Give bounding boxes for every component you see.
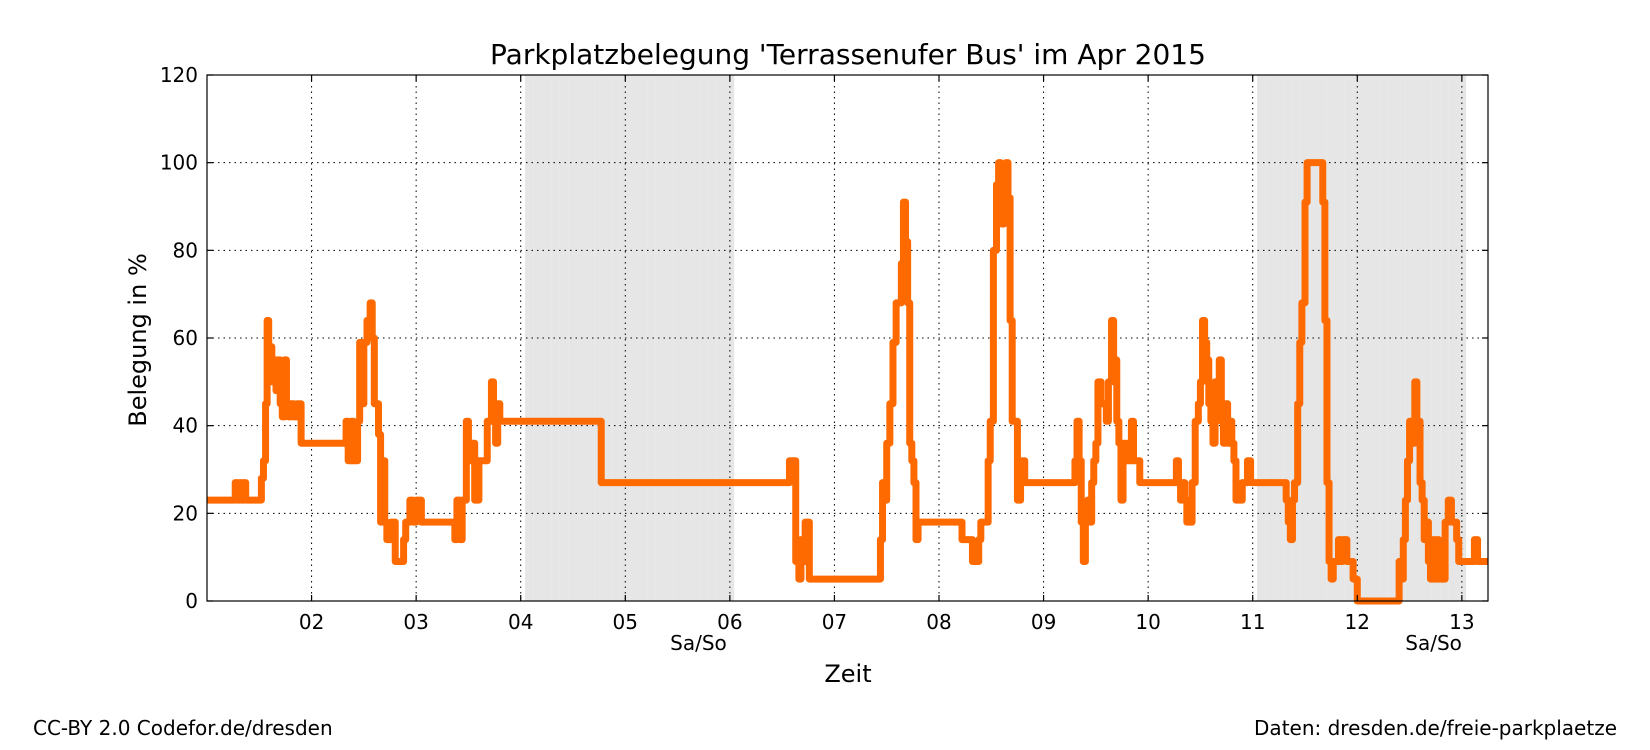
weekend-stripe — [690, 75, 700, 601]
weekend-stripe — [1257, 75, 1266, 601]
x-tick-label: 12 — [1345, 610, 1370, 634]
weekend-stripe — [1431, 75, 1441, 601]
x-tick-label: 09 — [1031, 610, 1056, 634]
weekend-stripe — [647, 75, 656, 601]
x-tick-label: 10 — [1135, 610, 1160, 634]
y-tick-label: 20 — [173, 501, 198, 525]
y-tick-label: 80 — [173, 238, 198, 262]
occupancy-series-line — [207, 159, 1488, 605]
weekend-stripe — [1405, 75, 1414, 601]
weekend-stripe — [708, 75, 717, 601]
x-tick-label: 13 — [1449, 610, 1474, 634]
data-source-credit: Daten: dresden.de/freie-parkplaetze — [1254, 716, 1617, 740]
weekend-stripe — [568, 75, 578, 601]
weekend-label: Sa/So — [670, 631, 727, 655]
weekend-stripe — [655, 75, 665, 601]
weekend-stripe — [612, 75, 621, 601]
weekend-stripe — [594, 75, 604, 601]
x-tick-label: 07 — [822, 610, 847, 634]
x-tick-label: 06 — [717, 610, 742, 634]
weekend-stripe — [629, 75, 639, 601]
license-credit: CC-BY 2.0 Codefor.de/dresden — [33, 716, 333, 740]
weekend-stripe — [542, 75, 552, 601]
series-layer — [207, 159, 1488, 605]
x-tick-label: 03 — [403, 610, 428, 634]
weekend-label: Sa/So — [1405, 631, 1462, 655]
x-tick-label: 11 — [1240, 610, 1265, 634]
x-tick-label: 08 — [926, 610, 951, 634]
weekend-stripe — [603, 75, 613, 601]
weekend-stripe — [664, 75, 674, 601]
weekend-stripe — [1370, 75, 1380, 601]
weekend-stripe — [1318, 75, 1327, 601]
weekend-stripe — [1387, 75, 1397, 601]
parking-occupancy-chart: 02 03 04 05 06 07 08 09 10 11 12 13 0 20 40 60 80 100 120… — [124, 38, 1489, 688]
y-axis: 0 20 40 60 80 100 120 — [160, 63, 1488, 613]
x-tick-label: 04 — [508, 610, 533, 634]
y-tick-label: 60 — [173, 326, 198, 350]
weekend-stripe — [1265, 75, 1275, 601]
weekend-stripe — [1344, 75, 1353, 601]
x-tick-label: 05 — [613, 610, 638, 634]
weekend-stripe — [525, 75, 534, 601]
weekend-stripe — [1379, 75, 1388, 601]
weekend-stripe — [1361, 75, 1371, 601]
weekend-stripe — [559, 75, 569, 601]
weekend-stripe — [1422, 75, 1432, 601]
weekend-stripe — [699, 75, 709, 601]
weekend-stripe — [673, 75, 682, 601]
weekend-stripe — [1335, 75, 1345, 601]
weekend-stripe — [551, 75, 560, 601]
weekend-stripe — [1448, 75, 1458, 601]
chart-title: Parkplatzbelegung 'Terrassenufer Bus' im… — [490, 38, 1206, 71]
x-axis-label: Zeit — [824, 660, 871, 688]
y-tick-label: 40 — [173, 414, 198, 438]
y-tick-label: 120 — [160, 63, 198, 87]
weekend-labels: Sa/So Sa/So — [670, 631, 1462, 655]
y-tick-label: 100 — [160, 151, 198, 175]
x-tick-label: 02 — [299, 610, 324, 634]
weekend-stripe — [1274, 75, 1284, 601]
x-axis: 02 03 04 05 06 07 08 09 10 11 12 13 — [299, 75, 1475, 634]
weekend-stripe — [1283, 75, 1292, 601]
weekend-stripe — [1440, 75, 1449, 601]
weekend-stripe — [716, 75, 726, 601]
y-tick-label: 0 — [185, 589, 198, 613]
weekend-stripe — [1326, 75, 1336, 601]
weekend-stripe — [586, 75, 595, 601]
y-axis-label: Belegung in % — [124, 253, 152, 427]
